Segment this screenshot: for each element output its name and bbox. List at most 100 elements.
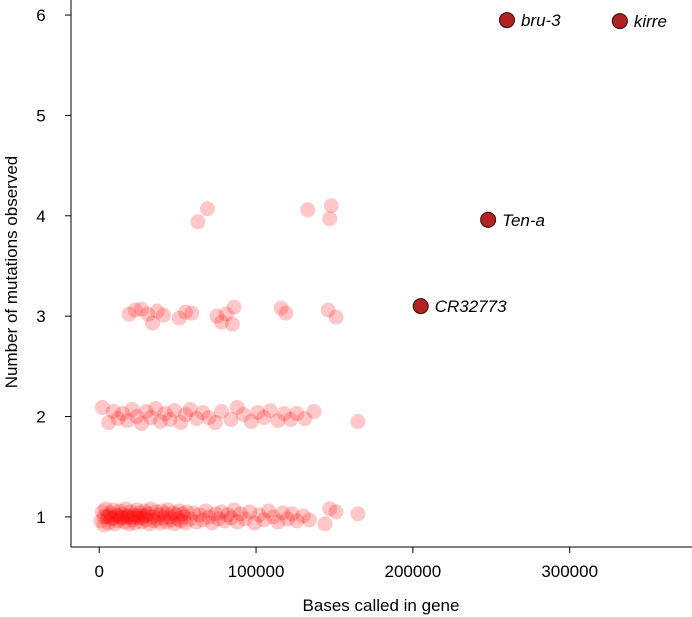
data-point [276,406,292,422]
data-point [113,510,129,526]
y-tick-label: 6 [36,6,45,25]
y-tick-label: 4 [36,207,45,226]
data-point [273,300,289,316]
data-point [350,506,366,522]
data-point [154,503,170,519]
data-point [256,512,272,528]
data-point [223,412,239,428]
data-point [167,403,182,419]
data-point [188,514,204,530]
data-point [177,407,193,423]
data-point [188,411,204,427]
data-point [220,507,236,523]
data-point [149,303,165,319]
data-point [297,411,313,427]
data-point [322,501,338,517]
data-point [242,504,258,520]
data-point [283,412,299,428]
data-point [119,508,135,524]
data-point [270,413,286,429]
data-point [135,508,151,524]
y-ticks: 1 2 3 4 5 6 [36,6,71,527]
data-point [190,214,206,230]
data-point [171,310,187,326]
gene-label-kirre: kirre [634,12,667,31]
data-point [176,509,192,525]
data-point [148,504,164,520]
data-point [152,515,168,531]
data-point [289,406,305,422]
data-point [156,307,172,323]
data-point [145,315,161,331]
data-point [322,211,338,227]
data-point [107,516,123,532]
data-point [237,511,253,527]
data-point [214,404,230,420]
data-point [123,504,139,520]
data-point [146,513,162,529]
y-axis-title: Number of mutations observed [2,156,21,388]
data-point [119,509,135,525]
data-point [110,508,126,524]
data-point [141,516,157,532]
x-axis-title: Bases called in gene [303,596,460,615]
data-point [168,507,184,523]
data-point [143,501,159,517]
data-point [195,405,211,421]
data-point [229,399,245,415]
gene-label-CR32773: CR32773 [435,297,507,316]
data-point [174,506,190,522]
data-point [279,511,295,527]
data-point [328,309,344,325]
data-point [110,513,126,529]
data-point [225,316,241,332]
data-point [265,509,281,525]
data-point [160,502,176,518]
data-point [138,508,154,524]
data-point [185,505,201,521]
data-point [156,510,172,526]
data-point [129,502,145,518]
data-point [173,513,189,529]
data-point [207,415,223,431]
data-point [129,508,145,524]
data-point [182,401,198,417]
highlighted-point-kirre [611,13,628,30]
data-point [204,515,220,531]
data-point [127,515,143,531]
data-point [140,506,156,522]
data-point [149,511,165,527]
data-point [300,202,316,218]
x-tick-label: 300000 [541,562,598,581]
data-point [207,506,223,522]
data-point [201,509,217,525]
data-point [138,404,154,420]
data-point [214,314,230,330]
data-point [101,415,117,431]
data-point [134,301,150,317]
y-tick-label: 3 [36,307,45,326]
plot-area [93,198,366,533]
data-point [236,407,251,423]
data-point [105,404,121,420]
data-point [270,514,286,530]
data-point [163,512,179,528]
data-point [229,514,245,530]
data-point [134,514,150,530]
data-point [192,507,208,523]
data-point [323,198,339,214]
data-point [195,512,211,528]
data-point [278,305,294,321]
data-point [124,512,140,528]
data-point [182,511,198,527]
data-point [289,513,305,529]
data-point [115,406,131,422]
data-point [214,504,230,520]
data-point [275,505,291,521]
y-tick-label: 2 [36,408,45,427]
data-point [152,414,168,430]
highlighted-genes: bru-3 kirre Ten-a CR32773 [412,11,667,316]
data-point [251,507,267,523]
data-point [126,507,142,523]
